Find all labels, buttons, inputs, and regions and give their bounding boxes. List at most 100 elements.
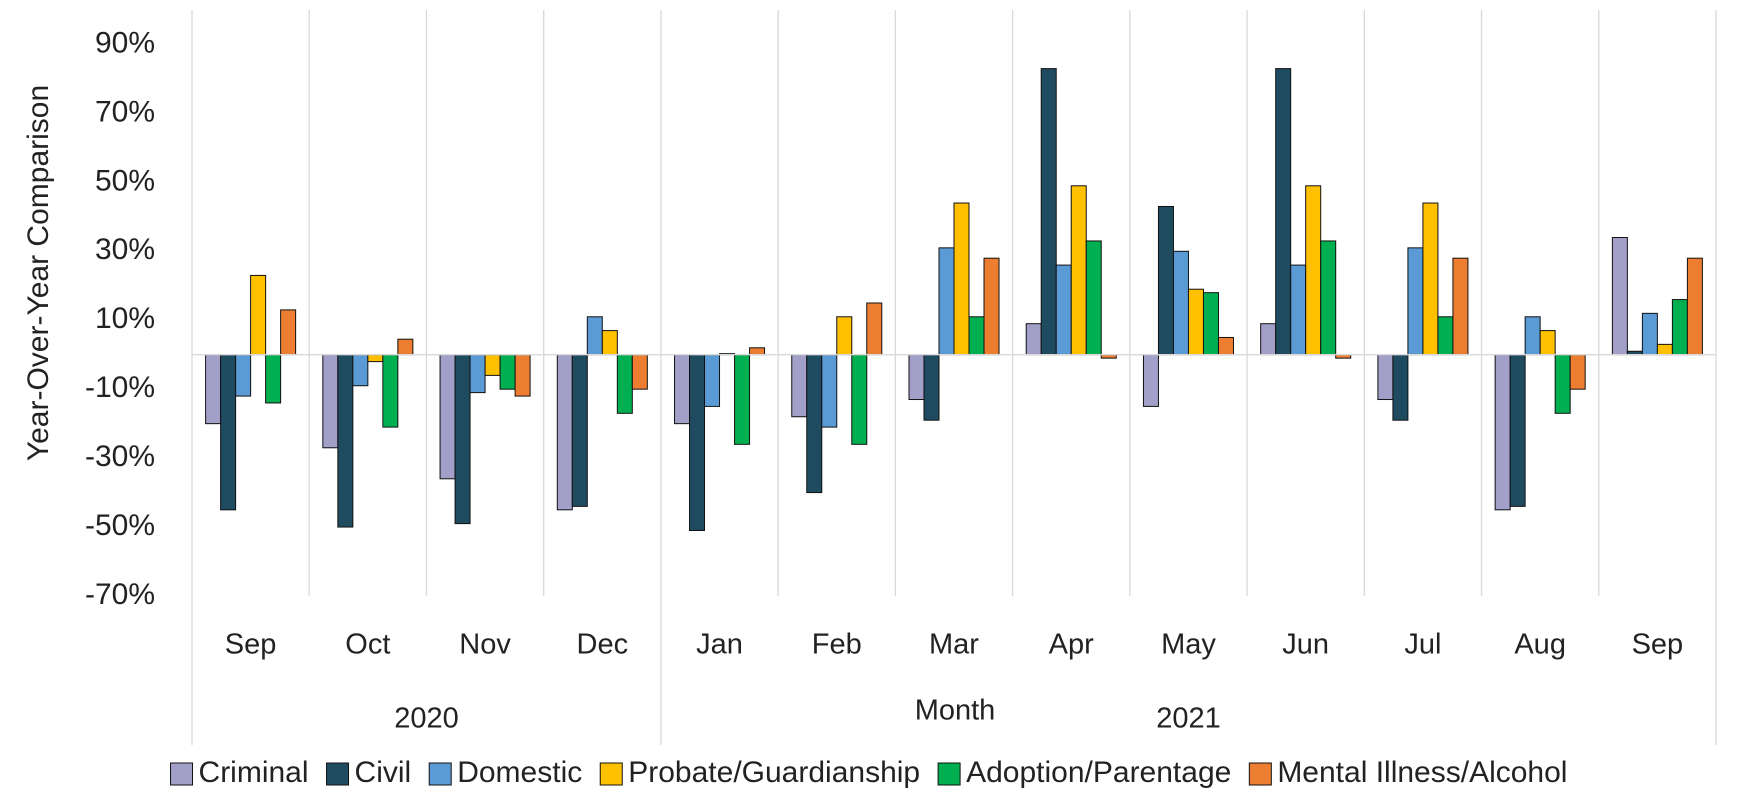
bar	[1217, 336, 1234, 356]
bar	[1275, 68, 1292, 356]
x-tick-label: Oct	[345, 629, 390, 661]
bar	[1671, 299, 1688, 356]
legend-label: Domestic	[457, 756, 582, 789]
y-tick-label: -70%	[85, 578, 155, 611]
bar	[1040, 68, 1057, 356]
bar	[265, 354, 282, 404]
bar	[923, 354, 940, 421]
y-axis-title: Year-Over-Year Comparison	[22, 85, 55, 461]
y-tick-label: -50%	[85, 509, 155, 542]
x-tick-label: Nov	[459, 629, 511, 661]
x-tick-label: Sep	[225, 629, 277, 661]
x-tick-label: Aug	[1514, 629, 1566, 661]
y-tick-label: 90%	[95, 26, 155, 59]
bar	[674, 354, 691, 425]
group-label: 2020	[394, 703, 459, 735]
y-tick-label: 30%	[95, 233, 155, 266]
legend-label: Adoption/Parentage	[966, 756, 1231, 789]
bar	[1437, 316, 1454, 356]
bar	[601, 330, 618, 356]
bar	[454, 354, 471, 525]
bar	[571, 354, 588, 507]
x-tick-label: Sep	[1632, 629, 1684, 661]
x-tick-label: Jun	[1282, 629, 1329, 661]
bar	[1524, 316, 1541, 356]
bar	[250, 274, 267, 356]
bar	[1656, 343, 1673, 356]
bar	[938, 247, 955, 356]
bar	[397, 338, 414, 356]
y-tick-label: -30%	[85, 440, 155, 473]
bar	[1407, 247, 1424, 356]
bar	[1494, 354, 1511, 511]
legend-label: Civil	[355, 756, 412, 789]
y-tick-label: 70%	[95, 95, 155, 128]
bar	[220, 354, 237, 511]
bar	[1157, 205, 1174, 356]
bar	[1290, 264, 1307, 356]
bar	[1509, 354, 1526, 507]
legend: Criminal Civil Domestic Probate/Guardianshi…	[170, 756, 1567, 789]
bar	[704, 354, 721, 407]
x-axis-title: Month	[915, 695, 996, 727]
bar	[1305, 185, 1322, 356]
bar	[1422, 202, 1439, 356]
bar	[1172, 250, 1189, 356]
bar	[382, 354, 399, 428]
bar	[821, 354, 838, 428]
bar	[205, 354, 222, 425]
bar	[1641, 312, 1658, 356]
bar	[616, 354, 633, 414]
bar	[983, 257, 1000, 356]
bar	[806, 354, 823, 494]
bar	[1377, 354, 1394, 401]
bar	[1554, 354, 1571, 414]
x-tick-label: Feb	[812, 629, 862, 661]
bar	[1569, 354, 1586, 390]
bar	[1539, 330, 1556, 356]
y-tick-label: 10%	[95, 302, 155, 335]
legend-label: Probate/Guardianship	[628, 756, 920, 789]
bar	[337, 354, 354, 528]
bar	[953, 202, 970, 356]
legend-swatch	[428, 762, 452, 786]
bar	[469, 354, 486, 394]
x-tick-label: Jul	[1404, 629, 1441, 661]
legend-label: Mental Illness/Alcohol	[1277, 756, 1567, 789]
bar	[866, 302, 883, 356]
bar	[1260, 323, 1277, 356]
bar	[734, 354, 751, 445]
legend-swatch	[170, 762, 194, 786]
legend-swatch	[326, 762, 350, 786]
bar	[851, 354, 868, 445]
bar	[1142, 354, 1159, 407]
bar	[836, 316, 853, 356]
legend-swatch	[599, 762, 623, 786]
legend-label: Criminal	[199, 756, 309, 789]
bar	[1392, 354, 1409, 421]
bar	[631, 354, 648, 390]
bar	[1202, 292, 1219, 356]
bar	[1055, 264, 1072, 356]
bar	[791, 354, 808, 418]
bar	[556, 354, 573, 511]
x-tick-label: May	[1161, 629, 1216, 661]
bar	[1686, 257, 1703, 356]
bar	[499, 354, 516, 390]
legend-swatch	[1248, 762, 1272, 786]
bar	[749, 347, 766, 356]
bar	[439, 354, 456, 480]
legend-swatch	[937, 762, 961, 786]
y-tick-label: -10%	[85, 371, 155, 404]
bar	[968, 316, 985, 356]
x-tick-label: Apr	[1049, 629, 1094, 661]
y-tick-label: 50%	[95, 164, 155, 197]
bar	[1320, 240, 1337, 356]
bar	[514, 354, 531, 397]
group-label: 2021	[1156, 703, 1221, 735]
bar	[235, 354, 252, 397]
bar	[322, 354, 339, 449]
bar	[280, 309, 297, 356]
bar	[908, 354, 925, 401]
x-tick-label: Mar	[929, 629, 979, 661]
